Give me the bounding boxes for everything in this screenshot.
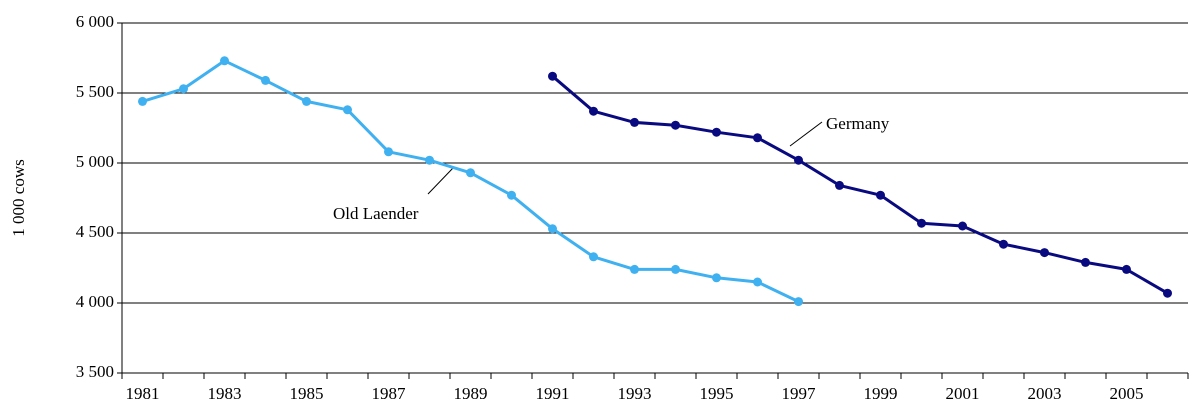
y-tick-label: 5 500 <box>76 82 114 101</box>
data-point <box>958 221 967 231</box>
series-line <box>551 75 1169 295</box>
x-tick-label: 1987 <box>372 384 407 403</box>
data-point <box>507 190 516 200</box>
data-point <box>261 75 270 85</box>
series-line <box>142 59 800 303</box>
data-point <box>876 190 885 200</box>
series-label: Old Laender <box>333 204 419 223</box>
y-tick-label: 5 000 <box>76 152 114 171</box>
data-point <box>753 133 762 143</box>
y-tick-label: 6 000 <box>76 12 114 31</box>
x-tick-label: 1989 <box>454 384 488 403</box>
data-point <box>1163 288 1172 298</box>
leader-line <box>427 167 454 195</box>
x-tick-label: 1995 <box>700 384 734 403</box>
x-tick-label: 1981 <box>126 384 160 403</box>
data-point <box>630 117 639 127</box>
series-label: Germany <box>826 114 890 133</box>
y-tick-label: 4 500 <box>76 222 114 241</box>
leader-line <box>789 121 823 147</box>
data-point <box>712 273 721 283</box>
data-point <box>835 180 844 190</box>
x-tick-label: 1991 <box>536 384 570 403</box>
data-point <box>630 264 639 274</box>
data-point <box>671 120 680 130</box>
data-point <box>548 71 557 81</box>
data-point <box>466 168 475 178</box>
y-tick-label: 3 500 <box>76 362 114 381</box>
y-axis-label: 1 000 cows <box>9 159 28 236</box>
x-tick-label: 1985 <box>290 384 324 403</box>
data-point <box>1122 264 1131 274</box>
x-tick-label: 1999 <box>864 384 898 403</box>
data-point <box>712 127 721 137</box>
data-point <box>138 96 147 106</box>
data-point <box>753 277 762 287</box>
data-point <box>1040 248 1049 258</box>
data-point <box>179 84 188 94</box>
data-point <box>671 264 680 274</box>
data-point <box>1081 257 1090 267</box>
data-point <box>384 147 393 157</box>
data-point <box>917 218 926 228</box>
x-tick-label: 1993 <box>618 384 652 403</box>
data-point <box>302 96 311 106</box>
data-point <box>220 56 229 66</box>
data-point <box>589 106 598 116</box>
data-point <box>999 239 1008 249</box>
data-point <box>589 252 598 262</box>
data-point <box>794 155 803 165</box>
x-tick-label: 1983 <box>208 384 242 403</box>
y-tick-label: 4 000 <box>76 292 114 311</box>
data-point <box>343 105 352 115</box>
x-tick-label: 2005 <box>1110 384 1144 403</box>
data-point <box>425 155 434 165</box>
data-point <box>794 297 803 307</box>
data-point <box>548 224 557 234</box>
x-tick-label: 1997 <box>782 384 817 403</box>
x-tick-label: 2001 <box>946 384 980 403</box>
x-tick-label: 2003 <box>1028 384 1062 403</box>
